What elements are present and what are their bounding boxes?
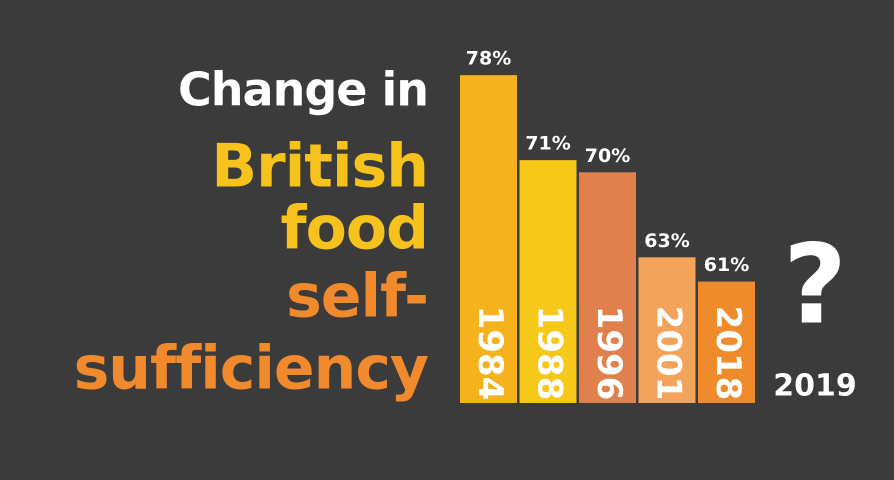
value-label: 61% [704, 254, 749, 276]
bar [460, 75, 517, 404]
bar [638, 257, 696, 403]
title-line: British [211, 132, 428, 202]
bar [519, 160, 577, 403]
value-label: 63% [644, 230, 689, 252]
category-label: 2001 [649, 306, 689, 401]
title-line: Change in [178, 63, 428, 117]
bar [698, 281, 755, 403]
title-line: self- [286, 262, 428, 332]
value-label: 71% [525, 133, 570, 155]
title-line: sufficiency [74, 334, 429, 404]
category-label: 1984 [470, 306, 510, 401]
value-label: 78% [466, 48, 511, 70]
value-label: 70% [585, 145, 630, 167]
title-line: food [281, 194, 429, 264]
category-label: 2019 [773, 369, 857, 404]
category-label: 1996 [589, 306, 629, 401]
annotation: ? [783, 220, 847, 348]
category-label: 2018 [708, 306, 748, 401]
category-label: 1988 [530, 306, 570, 401]
bar [579, 172, 636, 403]
